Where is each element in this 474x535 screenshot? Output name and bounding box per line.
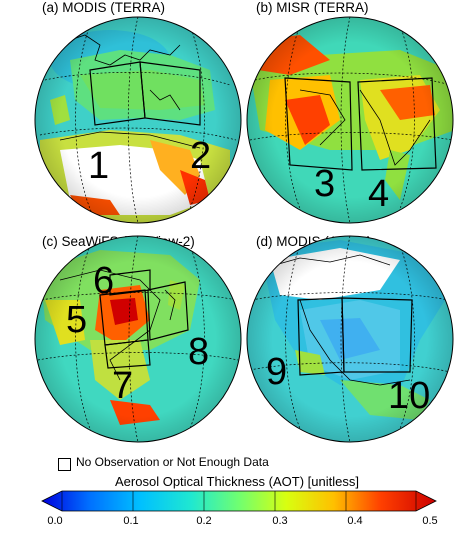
region-label-8: 8 bbox=[188, 331, 209, 373]
region-label-5: 5 bbox=[66, 299, 87, 341]
colorbar-tick-1: 0.1 bbox=[123, 515, 139, 527]
region-box-c8 bbox=[147, 281, 189, 341]
region-label-1: 1 bbox=[88, 145, 109, 187]
region-label-6: 6 bbox=[93, 260, 114, 302]
region-box-d10 bbox=[341, 297, 413, 373]
region-label-10: 10 bbox=[388, 375, 430, 417]
region-label-9: 9 bbox=[266, 351, 287, 393]
no-data-swatch bbox=[58, 458, 71, 471]
colorbar bbox=[41, 490, 437, 512]
colorbar-tick-4: 0.4 bbox=[347, 515, 363, 527]
panel-a-title: (a) MODIS (TERRA) bbox=[42, 0, 165, 15]
region-label-7: 7 bbox=[112, 365, 133, 407]
globe-c bbox=[35, 236, 241, 442]
region-box-a2 bbox=[139, 61, 201, 126]
region-label-4: 4 bbox=[368, 173, 389, 215]
region-box-b3 bbox=[284, 77, 353, 171]
globe-d bbox=[247, 236, 453, 442]
region-box-b4 bbox=[357, 77, 437, 171]
region-label-2: 2 bbox=[190, 135, 211, 177]
panel-b-title: (b) MISR (TERRA) bbox=[256, 0, 369, 15]
globe-b bbox=[247, 17, 453, 223]
colorbar-tick-2: 0.2 bbox=[196, 515, 212, 527]
colorbar-tick-3: 0.3 bbox=[272, 515, 288, 527]
colorbar-tick-0: 0.0 bbox=[47, 515, 63, 527]
colorbar-title: Aerosol Optical Thickness (AOT) [unitles… bbox=[115, 474, 359, 489]
no-data-label: No Observation or Not Enough Data bbox=[76, 455, 269, 469]
region-label-3: 3 bbox=[314, 163, 335, 205]
region-box-c7 bbox=[104, 339, 151, 369]
colorbar-tick-5: 0.5 bbox=[422, 515, 438, 527]
globe-a bbox=[35, 17, 241, 223]
